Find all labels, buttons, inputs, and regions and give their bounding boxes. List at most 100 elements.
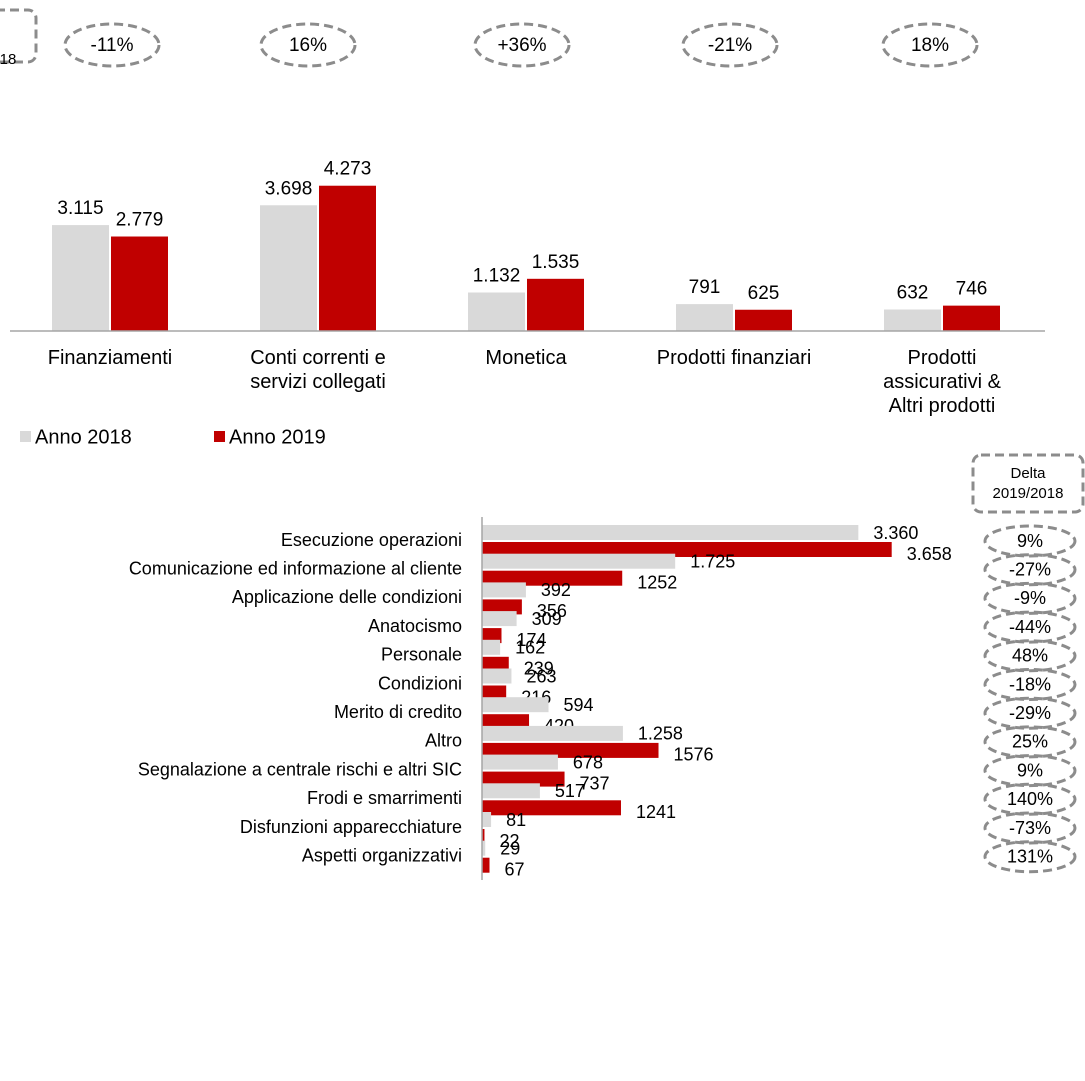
x-tick-label: Prodotti finanziari [656,347,812,369]
x-tick-label: Conti correnti e servizi collegati [250,347,386,393]
bar [735,309,792,331]
bar [260,205,317,331]
data-label: 263 [526,666,556,686]
bar [482,725,623,741]
delta-badge [983,725,1077,759]
legend-label: Anno 2019 [229,426,326,448]
bar [482,542,892,557]
data-label: 2.779 [116,210,164,231]
delta-label: -27% [1009,559,1051,579]
bar [482,840,486,856]
delta-badge [983,668,1077,701]
data-label: 81 [506,810,526,830]
delta-label: -9% [1014,588,1046,608]
data-label: 356 [537,601,567,621]
bar [482,668,512,684]
delta-badge [983,524,1077,558]
data-label: 174 [516,630,546,650]
bar [482,800,621,816]
delta-label: -11% [91,35,134,56]
delta-label: -73% [1009,818,1051,838]
data-label: 746 [956,279,988,300]
delta-label: -21% [708,35,752,56]
delta-header: Delta 2019/2018 [992,465,1064,502]
data-label: 678 [573,752,603,772]
data-label: 594 [564,695,594,715]
bar [482,656,509,672]
y-tick-label: Anatocismo [368,616,462,636]
data-label: 1241 [636,802,676,822]
data-label: 239 [524,659,554,679]
delta-badge [983,840,1077,874]
delta-badge [681,22,779,68]
legend-swatch [20,431,31,442]
delta-label: 9% [1017,760,1043,780]
bar [482,582,526,598]
delta-badge [983,610,1077,644]
bar [482,714,530,730]
y-tick-label: Frodi e smarrimenti [307,788,462,808]
data-label: 517 [555,781,585,801]
delta-badge [473,22,571,68]
data-label: 162 [515,638,545,658]
delta-label: -18% [1009,674,1051,694]
delta-header-box [971,453,1085,514]
bar [482,754,558,770]
data-label: 1.132 [473,266,521,287]
bar [482,697,549,713]
y-tick-label: Altro [425,731,462,751]
data-label: 4.273 [324,159,372,180]
bar [482,639,501,655]
data-label: 392 [541,580,571,600]
data-label: 67 [505,859,525,879]
bar [482,570,623,586]
y-tick-label: Segnalazione a centrale rischi e altri S… [138,759,462,779]
bar [482,742,659,758]
data-label: 791 [689,277,721,298]
delta-label: -29% [1009,703,1051,723]
delta-badge [63,22,161,68]
bar [676,304,733,331]
legend-label: Anno 2018 [35,426,132,448]
delta-badge [259,22,357,68]
y-tick-label: Aspetti organizzativi [302,845,462,865]
bar [482,611,517,627]
delta-label: 140% [1007,789,1053,809]
delta-badge [983,782,1077,816]
data-label: 29 [500,838,520,858]
bar [482,783,540,799]
y-tick-label: Applicazione delle condizioni [232,587,462,607]
bar [482,628,502,644]
delta-header: 18 [0,51,16,68]
legend-swatch [214,431,225,442]
data-label: 1252 [637,572,677,592]
data-label: 737 [580,773,610,793]
data-label: 625 [748,283,780,304]
y-tick-label: Personale [381,645,462,665]
bar [468,292,525,331]
x-tick-label: Prodotti assicurativi & Altri prodotti [883,347,1001,417]
bar [482,812,492,827]
data-label: 3.360 [873,523,918,543]
delta-label: -44% [1009,617,1051,637]
delta-badge [983,639,1077,673]
y-tick-label: Condizioni [378,673,462,693]
x-tick-label: Finanziamenti [47,347,173,369]
bar [527,278,584,331]
bar [319,185,376,331]
delta-label: +36% [497,35,546,56]
data-label: 3.115 [57,198,103,219]
delta-header-box [0,8,38,64]
bar [482,599,522,615]
delta-badge [983,581,1077,615]
data-label: 22 [499,831,519,851]
delta-badge [983,754,1077,788]
data-label: 1.725 [690,551,735,571]
data-label: 1.535 [532,252,580,273]
delta-label: 16% [289,35,327,56]
delta-label: 48% [1012,646,1048,666]
data-label: 3.698 [265,178,313,199]
delta-label: 131% [1007,846,1053,866]
